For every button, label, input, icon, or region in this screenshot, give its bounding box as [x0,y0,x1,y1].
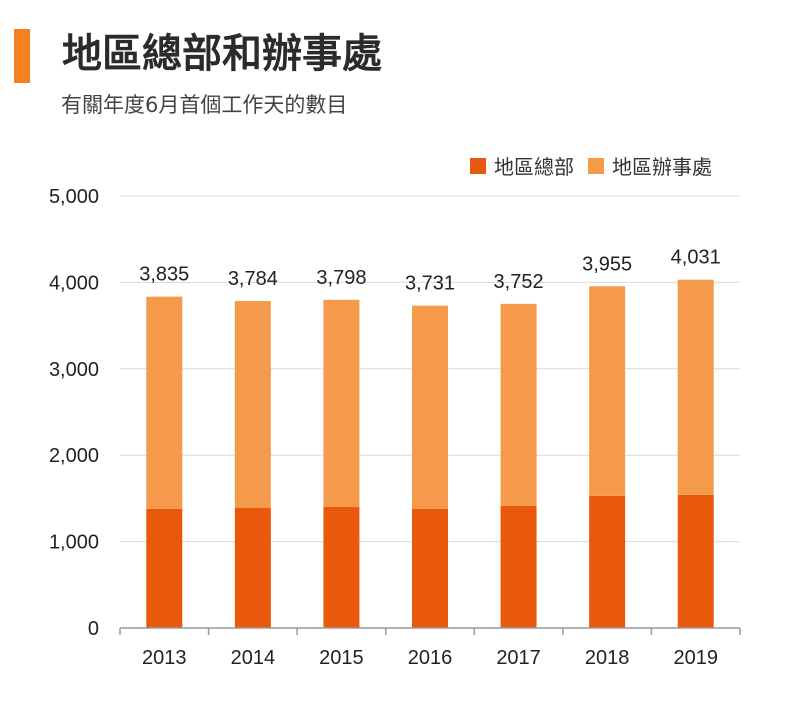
bar-segment-regional-hq [412,508,448,628]
x-tick-label: 2015 [319,647,364,669]
bar-total-label: 4,031 [671,247,721,269]
bar-segment-regional-office [323,299,360,507]
y-tick-label: 0 [88,618,99,640]
title-accent-bar [14,29,30,83]
legend-swatch-regional-hq [470,157,486,174]
bar-segment-regional-hq [677,494,714,628]
legend-swatch-regional-office [588,157,604,174]
bar-segment-regional-hq [500,505,537,628]
bar-total-label: 3,731 [405,273,455,295]
x-tick-label: 2017 [496,647,541,669]
bar-segment-regional-office [234,301,271,508]
bar-segment-regional-office [677,279,714,495]
y-tick-label: 4,000 [49,272,99,294]
bar-segment-regional-office [589,286,626,496]
x-tick-label: 2014 [231,647,276,669]
bar-segment-regional-hq [146,508,183,628]
legend: 地區總部 地區辦事處 [470,151,726,180]
bar-total-label: 3,752 [494,271,544,293]
chart-title: 地區總部和辦事處 [62,31,382,77]
x-tick-label: 2016 [408,647,453,669]
bar-segment-regional-office [500,303,537,506]
y-tick-label: 1,000 [49,532,99,554]
bar-total-label: 3,835 [139,264,189,286]
bar-segment-regional-hq [589,495,626,628]
bar-total-label: 3,784 [228,268,278,290]
x-tick-label: 2018 [585,647,630,669]
bar-segment-regional-hq [323,506,360,628]
bar-total-label: 3,955 [582,253,632,275]
legend-item-regional-office: 地區辦事處 [588,151,712,180]
chart-subtitle: 有關年度6月首個工作天的數目 [61,93,348,117]
bar-segment-regional-hq [234,507,271,628]
legend-item-regional-hq: 地區總部 [470,151,574,180]
x-tick-label: 2013 [142,647,187,669]
bar-segment-regional-office [412,305,448,509]
legend-label-regional-office: 地區辦事處 [612,155,712,179]
bar-segment-regional-office [146,296,183,509]
y-tick-label: 3,000 [49,359,99,381]
y-tick-label: 5,000 [49,186,99,208]
legend-label-regional-hq: 地區總部 [494,155,574,179]
bar-total-label: 3,798 [316,267,366,289]
x-tick-label: 2019 [673,647,718,669]
y-tick-label: 2,000 [49,445,99,467]
